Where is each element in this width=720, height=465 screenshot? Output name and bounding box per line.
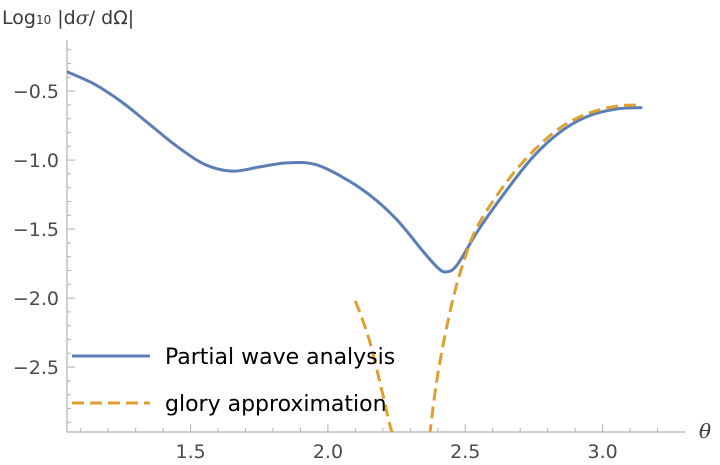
glory-line-segment-1 xyxy=(353,300,394,432)
y-tick-label: −1.0 xyxy=(13,150,59,172)
partial-wave-line xyxy=(67,70,643,274)
x-tick-label: 3.0 xyxy=(587,441,617,463)
x-tick-label: 1.5 xyxy=(175,441,205,463)
y-axis-label: Log10 |dσ/ dΩ| xyxy=(2,7,134,29)
legend-label-glory: glory approximation xyxy=(165,392,387,417)
glory-line-segment-2 xyxy=(428,103,642,432)
x-tick-label: 2.5 xyxy=(450,441,480,463)
y-tick-label: −1.5 xyxy=(13,219,59,241)
x-axis-label: θ xyxy=(699,419,711,443)
axes: 1.5 2.0 2.5 3.0 −0.5 −1.0 −1.5 −2.0 −2.5 Log10 |d… xyxy=(2,7,711,463)
legend-label-partial-wave: Partial wave analysis xyxy=(165,345,395,370)
y-tick-label: −2.5 xyxy=(13,357,59,379)
series-glory xyxy=(353,103,642,432)
y-tick-label: −2.0 xyxy=(13,288,59,310)
x-tick-label: 2.0 xyxy=(313,441,343,463)
legend: Partial wave analysis glory approximation xyxy=(72,345,395,417)
y-tick-label: −0.5 xyxy=(13,81,59,103)
series-layer xyxy=(67,70,643,432)
series-partial-wave xyxy=(67,70,643,274)
